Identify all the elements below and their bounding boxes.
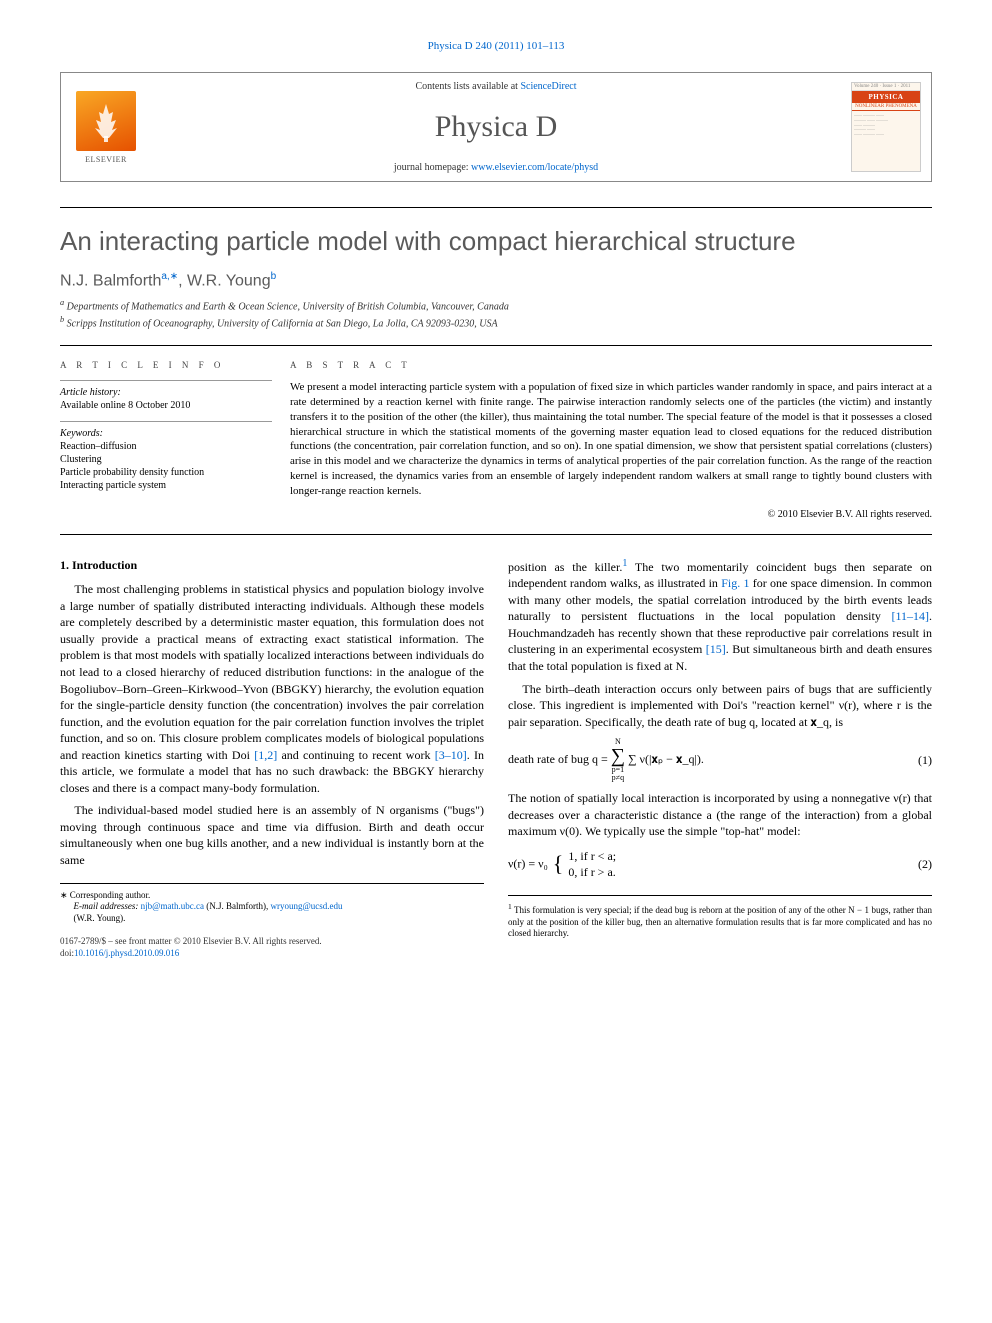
intro-paragraph-2: The individual-based model studied here … (60, 802, 484, 868)
journal-name: Physica D (161, 110, 831, 144)
corr-mark: ∗ (60, 890, 68, 900)
running-head: Physica D 240 (2011) 101–113 (60, 40, 932, 52)
ref-link-11-14[interactable]: [11–14] (891, 609, 929, 623)
cover-thumb-block: Volume 240 · Issue 1 · 2011 PHYSICA NONL… (841, 73, 931, 181)
cover-subtitle: NONLINEAR PHENOMENA (852, 103, 920, 111)
masthead: ELSEVIER Contents lists available at Sci… (60, 72, 932, 182)
contents-prefix: Contents lists available at (415, 81, 520, 92)
author-2: W.R. Young (187, 272, 271, 289)
page: Physica D 240 (2011) 101–113 ELSEVIER Co… (0, 0, 992, 999)
footnotes-right: 1 This formulation is very special; if t… (508, 895, 932, 940)
issn-copyright-line: 0167-2789/$ – see front matter © 2010 El… (60, 935, 484, 947)
doi-line: doi:10.1016/j.physd.2010.09.016 (60, 947, 484, 959)
history-label: Article history: (60, 387, 272, 398)
author-2-affil-sup: b (271, 271, 277, 282)
footnote-1: 1 This formulation is very special; if t… (508, 902, 932, 940)
affiliation-b: b Scripps Institution of Oceanography, U… (60, 315, 932, 329)
affiliations: a Departments of Mathematics and Earth &… (60, 298, 932, 329)
article-history: Article history: Available online 8 Octo… (60, 380, 272, 411)
email-2-link[interactable]: wryoung@ucsd.edu (270, 901, 342, 911)
homepage-prefix: journal homepage: (394, 162, 471, 173)
equation-1-body: death rate of bug q = N ∑ p=1 p≠q ∑ ν(|𝐱… (508, 738, 704, 782)
masthead-center: Contents lists available at ScienceDirec… (151, 73, 841, 181)
email-addresses: E-mail addresses: njb@math.ubc.ca (N.J. … (60, 901, 484, 924)
article-info: A R T I C L E I N F O Article history: A… (60, 360, 290, 520)
author-1-affil-sup: a,∗ (161, 271, 178, 282)
author-list: N.J. Balmfortha,∗, W.R. Youngb (60, 271, 932, 290)
corresponding-author-note: ∗ Corresponding author. (60, 890, 484, 902)
article-title: An interacting particle model with compa… (60, 207, 932, 257)
abstract-header: A B S T R A C T (290, 360, 932, 370)
cover-top-strip: Volume 240 · Issue 1 · 2011 (852, 83, 920, 91)
keyword-1: Reaction–diffusion (60, 441, 272, 452)
intro-paragraph-4: The birth–death interaction occurs only … (508, 681, 932, 731)
email-1-link[interactable]: njb@math.ubc.ca (141, 901, 204, 911)
article-info-header: A R T I C L E I N F O (60, 360, 272, 370)
elsevier-tree-logo (76, 91, 136, 151)
abstract-text: We present a model interacting particle … (290, 380, 932, 499)
cover-body-lines: —— ——— ————— —— ————— —————— ———— ——— —— (852, 111, 920, 139)
sciencedirect-link[interactable]: ScienceDirect (520, 81, 576, 92)
equation-1-number: (1) (918, 752, 932, 769)
equation-2-number: (2) (918, 856, 932, 873)
ref-link-1-2[interactable]: [1,2] (254, 748, 277, 762)
keyword-2: Clustering (60, 454, 272, 465)
keywords-block: Keywords: Reaction–diffusion Clustering … (60, 421, 272, 491)
author-separator: , (178, 272, 187, 289)
contents-available-line: Contents lists available at ScienceDirec… (161, 81, 831, 92)
info-abstract-row: A R T I C L E I N F O Article history: A… (60, 345, 932, 535)
homepage-line: journal homepage: www.elsevier.com/locat… (161, 162, 831, 173)
intro-paragraph-3: position as the killer.1 The two momenta… (508, 557, 932, 675)
equation-1: death rate of bug q = N ∑ p=1 p≠q ∑ ν(|𝐱… (508, 738, 932, 782)
bottom-meta: 0167-2789/$ – see front matter © 2010 El… (60, 935, 484, 960)
author-1: N.J. Balmforth (60, 272, 161, 289)
footnotes-left: ∗ Corresponding author. E-mail addresses… (60, 883, 484, 925)
keyword-4: Interacting particle system (60, 480, 272, 491)
publisher-block: ELSEVIER (61, 73, 151, 181)
fig-1-link[interactable]: Fig. 1 (721, 576, 749, 590)
cover-banner: PHYSICA (852, 91, 920, 103)
keywords-label: Keywords: (60, 428, 272, 439)
equation-2: ν(r) = ν₀ { 1, if r < a; 0, if r > a. (2… (508, 848, 932, 881)
abstract: A B S T R A C T We present a model inter… (290, 360, 932, 520)
journal-cover-thumbnail: Volume 240 · Issue 1 · 2011 PHYSICA NONL… (851, 82, 921, 172)
affiliation-a: a Departments of Mathematics and Earth &… (60, 298, 932, 312)
abstract-copyright: © 2010 Elsevier B.V. All rights reserved… (290, 509, 932, 520)
keyword-3: Particle probability density function (60, 467, 272, 478)
email-label: E-mail addresses: (74, 901, 141, 911)
intro-paragraph-1: The most challenging problems in statist… (60, 581, 484, 796)
ref-link-3-10[interactable]: [3–10] (435, 748, 467, 762)
ref-link-15[interactable]: [15] (706, 642, 726, 656)
body-columns: 1. Introduction The most challenging pro… (60, 557, 932, 960)
equation-2-body: ν(r) = ν₀ { 1, if r < a; 0, if r > a. (508, 848, 616, 881)
intro-paragraph-5: The notion of spatially local interactio… (508, 790, 932, 840)
journal-homepage-link[interactable]: www.elsevier.com/locate/physd (471, 162, 598, 173)
doi-link[interactable]: 10.1016/j.physd.2010.09.016 (74, 948, 179, 958)
publisher-label: ELSEVIER (85, 155, 127, 164)
history-line: Available online 8 October 2010 (60, 400, 272, 411)
section-1-heading: 1. Introduction (60, 557, 484, 574)
